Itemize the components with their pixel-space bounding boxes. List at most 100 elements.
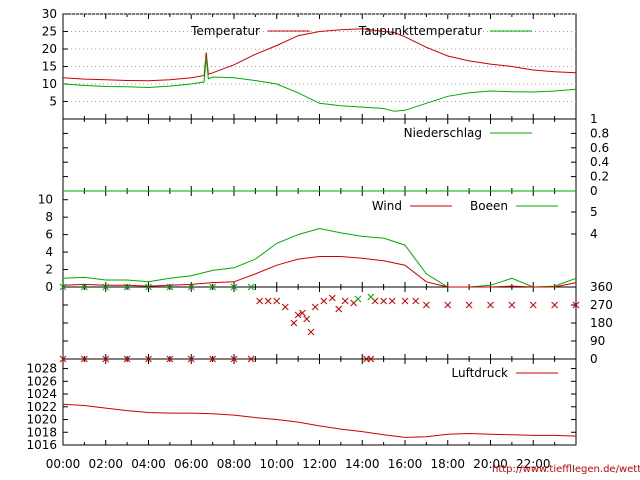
wind-direction-point bbox=[341, 297, 349, 305]
y-tick-label: 1024 bbox=[26, 387, 57, 401]
wind-direction-mark bbox=[81, 355, 88, 363]
y-tick-label: 1022 bbox=[26, 400, 57, 414]
panel-frame bbox=[62, 118, 577, 192]
wind-direction-point bbox=[247, 283, 255, 291]
y-tick-label: 360 bbox=[590, 280, 613, 294]
y-tick-label: 30 bbox=[42, 7, 57, 21]
wind-direction-point bbox=[423, 301, 430, 309]
wind-direction-mark bbox=[209, 283, 216, 291]
wind-direction-point bbox=[166, 283, 174, 291]
y-tick-label: 10 bbox=[38, 193, 53, 207]
y-tick-label: 270 bbox=[590, 298, 613, 312]
wind-direction-mark bbox=[371, 297, 379, 305]
wind-direction-point bbox=[230, 283, 238, 291]
y-tick-label: 0.4 bbox=[590, 155, 609, 169]
y-tick-label: 0 bbox=[590, 352, 598, 366]
wind-direction-point bbox=[380, 297, 387, 305]
wind-direction-point bbox=[487, 301, 494, 309]
wind-direction-mark bbox=[307, 328, 315, 336]
wind-direction-mark bbox=[354, 295, 362, 303]
series-pressure-line bbox=[62, 403, 577, 438]
wind-direction-mark bbox=[444, 301, 452, 309]
y-tick-label: 2 bbox=[45, 263, 53, 277]
wind-direction-point bbox=[412, 297, 420, 305]
x-tick-label: 10:00 bbox=[259, 457, 294, 471]
wind-direction-mark bbox=[264, 297, 272, 305]
wind-direction-point bbox=[307, 328, 315, 336]
wind-direction-point bbox=[230, 355, 238, 363]
wind-direction-point bbox=[247, 355, 255, 363]
wind-direction-mark bbox=[401, 297, 409, 305]
wind-direction-mark bbox=[102, 355, 110, 363]
wind-direction-point bbox=[572, 301, 580, 309]
y-tick-label: 1016 bbox=[26, 438, 57, 452]
series-wind-line bbox=[62, 256, 577, 288]
wind-direction-mark bbox=[529, 301, 537, 309]
x-tick-label: 18:00 bbox=[430, 457, 465, 471]
wind-direction-point bbox=[367, 293, 375, 301]
wind-direction-point bbox=[388, 297, 396, 305]
wind-direction-mark bbox=[273, 297, 281, 305]
series-gusts-line bbox=[62, 227, 577, 288]
wind-direction-point bbox=[59, 283, 67, 291]
y2-tick-label: 4 bbox=[590, 227, 598, 241]
wind-direction-point bbox=[102, 283, 110, 291]
wind-direction-mark bbox=[299, 309, 306, 317]
wind-direction-point bbox=[145, 355, 152, 363]
wind-direction-point bbox=[354, 295, 362, 303]
y-tick-label: 6 bbox=[45, 228, 53, 242]
wind-direction-mark bbox=[247, 283, 255, 291]
wind-direction-point bbox=[264, 297, 272, 305]
y-tick-label: 90 bbox=[590, 334, 605, 348]
wind-direction-mark bbox=[123, 355, 131, 363]
wind-direction-mark bbox=[123, 283, 131, 291]
wind-direction-mark bbox=[166, 283, 174, 291]
x-tick-label: 02:00 bbox=[88, 457, 123, 471]
wind-direction-point bbox=[529, 301, 537, 309]
wind-direction-mark bbox=[465, 301, 473, 309]
wind-direction-point bbox=[508, 301, 516, 309]
y-tick-label: 15 bbox=[42, 60, 57, 74]
wind-direction-point bbox=[209, 283, 216, 291]
x-tick-label: 00:00 bbox=[46, 457, 81, 471]
wind-direction-point bbox=[81, 283, 88, 291]
wind-direction-point bbox=[303, 315, 311, 323]
wind-direction-mark bbox=[294, 311, 302, 319]
y-tick-label: 25 bbox=[42, 25, 57, 39]
wind-direction-mark bbox=[487, 301, 494, 309]
wind-direction-point bbox=[444, 301, 452, 309]
wind-direction-mark bbox=[145, 355, 152, 363]
wind-direction-point bbox=[187, 283, 195, 291]
wind-direction-mark bbox=[335, 305, 343, 313]
wind-direction-point bbox=[81, 355, 88, 363]
wind-direction-point bbox=[187, 355, 195, 363]
wind-direction-point bbox=[328, 294, 336, 302]
footer-url[interactable]: http://www.tiefflIegen.de/wetter/ bbox=[492, 464, 640, 475]
wind-direction-point bbox=[102, 355, 110, 363]
legend-wind-label: Wind bbox=[372, 199, 402, 213]
wind-direction-mark bbox=[145, 283, 152, 291]
y-tick-label: 8 bbox=[45, 210, 53, 224]
y-tick-label: 10 bbox=[42, 77, 57, 91]
wind-direction-mark bbox=[311, 303, 319, 311]
wind-direction-point bbox=[145, 283, 152, 291]
wind-direction-point bbox=[166, 355, 174, 363]
wind-direction-point bbox=[299, 309, 306, 317]
wind-direction-point bbox=[335, 305, 343, 313]
wind-direction-mark bbox=[380, 297, 387, 305]
wind-direction-mark bbox=[290, 319, 298, 327]
wind-direction-mark bbox=[423, 301, 430, 309]
wind-direction-mark bbox=[187, 355, 195, 363]
y2-tick-label: 5 bbox=[590, 205, 598, 219]
x-tick-label: 06:00 bbox=[174, 457, 209, 471]
wind-direction-mark bbox=[388, 297, 396, 305]
y-tick-label: 0.8 bbox=[590, 126, 609, 140]
x-tick-label: 22:00 bbox=[516, 457, 551, 471]
x-tick-label: 16:00 bbox=[388, 457, 423, 471]
x-tick-label: 08:00 bbox=[217, 457, 252, 471]
series-temperature-line bbox=[62, 28, 577, 82]
x-tick-label: 04:00 bbox=[131, 457, 166, 471]
wind-direction-mark bbox=[551, 301, 558, 309]
y-tick-label: 5 bbox=[49, 95, 57, 109]
